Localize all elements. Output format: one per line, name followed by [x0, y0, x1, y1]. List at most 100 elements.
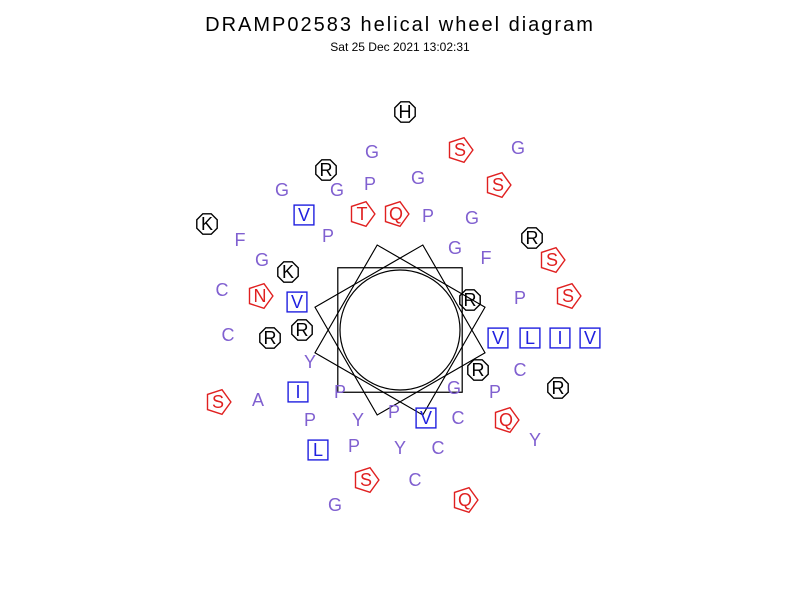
residue-label: P [388, 402, 400, 422]
residue-label: R [472, 360, 485, 380]
residue: P [514, 288, 526, 308]
residue: Q [389, 204, 403, 224]
residue-label: R [464, 290, 477, 310]
residue: V [291, 292, 303, 312]
residue: G [255, 250, 269, 270]
residue: H [399, 102, 412, 122]
residue-label: R [320, 160, 333, 180]
residue-label: S [492, 175, 504, 195]
residue-label: Y [352, 410, 364, 430]
residue-label: F [481, 248, 492, 268]
residue-label: Q [458, 490, 472, 510]
residue-label: G [411, 168, 425, 188]
residue: V [298, 205, 310, 225]
residue: S [454, 140, 466, 160]
residue-label: L [313, 440, 323, 460]
residue: K [282, 262, 294, 282]
residue: Y [304, 352, 316, 372]
residue: P [334, 382, 346, 402]
residue: R [264, 328, 277, 348]
residue: V [584, 328, 596, 348]
residue: G [465, 208, 479, 228]
residue: G [411, 168, 425, 188]
residue-label: R [264, 328, 277, 348]
residue: F [481, 248, 492, 268]
residue-label: Y [304, 352, 316, 372]
residue-label: P [304, 410, 316, 430]
residue: R [296, 320, 309, 340]
residue: R [526, 228, 539, 248]
residue: R [464, 290, 477, 310]
residue: L [525, 328, 535, 348]
residue: A [252, 390, 264, 410]
residue: V [492, 328, 504, 348]
residue-label: P [514, 288, 526, 308]
residue-label: V [291, 292, 303, 312]
residue: G [328, 495, 342, 515]
residue-label: S [360, 470, 372, 490]
residue-label: G [328, 495, 342, 515]
residue: I [295, 382, 300, 402]
residue: C [432, 438, 445, 458]
residue: C [222, 325, 235, 345]
residue: G [330, 180, 344, 200]
residue: P [348, 436, 360, 456]
residue: N [254, 286, 267, 306]
residue-label: Q [389, 204, 403, 224]
residue-label: G [365, 142, 379, 162]
residue-label: S [454, 140, 466, 160]
residue-label: V [584, 328, 596, 348]
helical-wheel-diagram: HGSGRGGPGSKVTQPGFPGRGFSKCNVRPSCRRVLIVYRC… [0, 0, 800, 600]
residue-label: P [322, 226, 334, 246]
residue-label: P [364, 174, 376, 194]
residue-label: G [511, 138, 525, 158]
residue: S [360, 470, 372, 490]
residue: G [447, 378, 461, 398]
residue: C [514, 360, 527, 380]
residue: V [420, 408, 432, 428]
residue: P [388, 402, 400, 422]
residue-label: G [330, 180, 344, 200]
residue-label: P [422, 206, 434, 226]
residue-label: C [409, 470, 422, 490]
residue-label: Y [529, 430, 541, 450]
residue-label: R [296, 320, 309, 340]
residue: P [489, 382, 501, 402]
residue: L [313, 440, 323, 460]
residue-label: G [448, 238, 462, 258]
residue: Y [529, 430, 541, 450]
residue: S [546, 250, 558, 270]
residue: R [552, 378, 565, 398]
residue: I [557, 328, 562, 348]
residue-label: N [254, 286, 267, 306]
residue-label: P [348, 436, 360, 456]
residue-label: C [216, 280, 229, 300]
residue: G [511, 138, 525, 158]
residue: F [235, 230, 246, 250]
residue-label: S [546, 250, 558, 270]
residue-label: R [552, 378, 565, 398]
residue-label: C [432, 438, 445, 458]
residue: P [304, 410, 316, 430]
residue: Q [499, 410, 513, 430]
residue: Y [352, 410, 364, 430]
residue-label: Y [394, 438, 406, 458]
residue: Y [394, 438, 406, 458]
residue-label: S [562, 286, 574, 306]
residue-label: H [399, 102, 412, 122]
residue-label: P [334, 382, 346, 402]
residue-label: L [525, 328, 535, 348]
residue: G [275, 180, 289, 200]
residue-label: V [298, 205, 310, 225]
residue-label: G [255, 250, 269, 270]
residue-label: C [514, 360, 527, 380]
residue: C [409, 470, 422, 490]
residue-label: V [492, 328, 504, 348]
residue: R [320, 160, 333, 180]
residue: T [357, 204, 368, 224]
residue-label: S [212, 392, 224, 412]
residue-label: P [489, 382, 501, 402]
residue-label: G [447, 378, 461, 398]
residue-label: A [252, 390, 264, 410]
residue-label: C [222, 325, 235, 345]
